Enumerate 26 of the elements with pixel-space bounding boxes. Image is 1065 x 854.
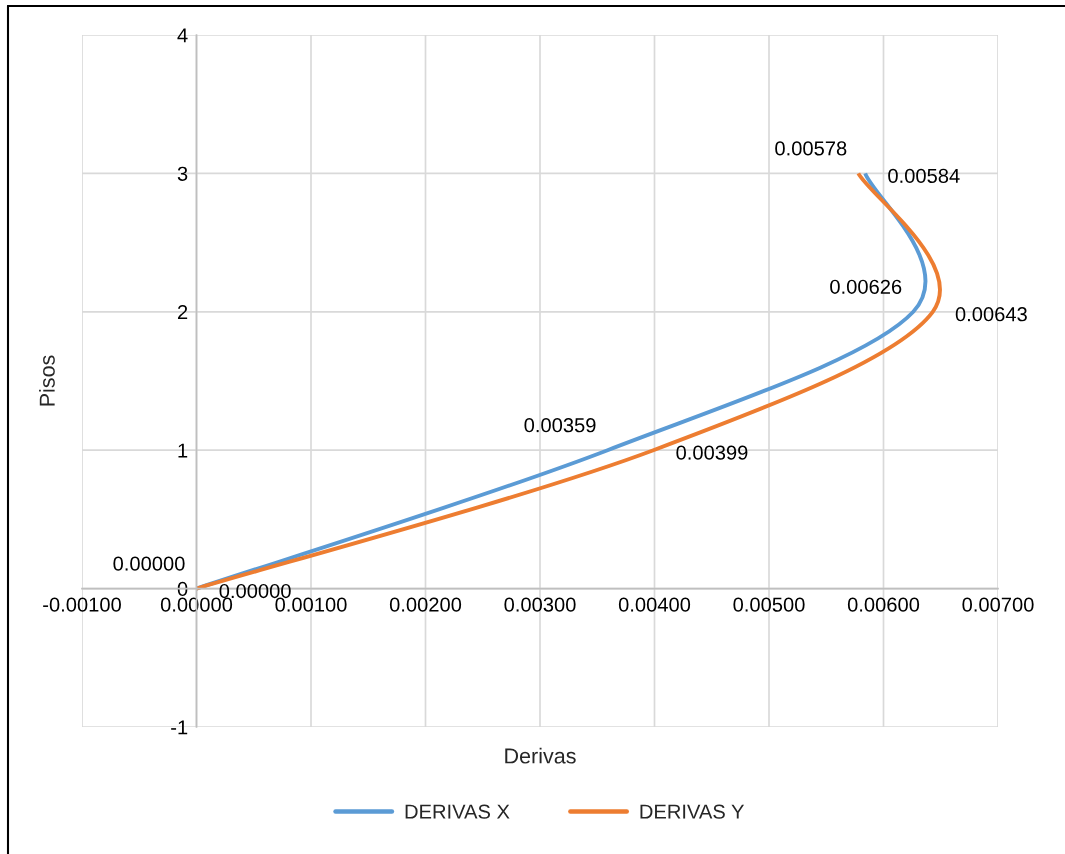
- x-tick-label: 0.00700: [962, 597, 1034, 612]
- legend-label: DERIVAS Y: [640, 804, 745, 819]
- annotation: 0.00000: [219, 583, 291, 599]
- x-tick-label: 0.00100: [275, 597, 347, 612]
- x-tick-label: 0.00200: [389, 597, 462, 612]
- x-tick-label: -0.00100: [43, 597, 121, 612]
- annotation: 0.00000: [113, 556, 185, 571]
- x-tick-label: 0.00300: [504, 597, 576, 612]
- y-tick-label: -1: [171, 720, 188, 735]
- y-tick-label: 3: [177, 166, 188, 181]
- annotation: 0.00578: [775, 141, 847, 156]
- legend-label: DERIVAS X: [405, 804, 510, 819]
- x-tick-label: 0.00500: [733, 597, 805, 612]
- y-tick-label: 1: [178, 443, 188, 458]
- x-axis-title: Derivas: [505, 747, 576, 764]
- y-tick-label: 4: [177, 28, 188, 43]
- x-tick-label: 0.00600: [847, 597, 920, 612]
- annotation: 0.00626: [830, 279, 902, 294]
- y-axis-title: Pisos: [39, 355, 55, 406]
- annotation: 0.00584: [888, 168, 960, 183]
- x-tick-label: 0.00400: [618, 597, 691, 612]
- annotation: 0.00643: [955, 307, 1027, 322]
- x-tick-label: 0.00000: [160, 597, 233, 612]
- annotation: 0.00359: [524, 418, 596, 433]
- annotation: 0.00399: [676, 445, 748, 460]
- y-tick-label: 2: [177, 305, 188, 320]
